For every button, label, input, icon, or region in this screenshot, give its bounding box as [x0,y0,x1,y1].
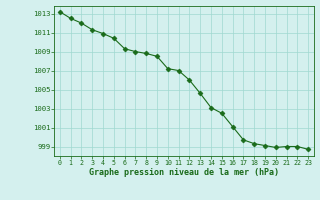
X-axis label: Graphe pression niveau de la mer (hPa): Graphe pression niveau de la mer (hPa) [89,168,279,177]
